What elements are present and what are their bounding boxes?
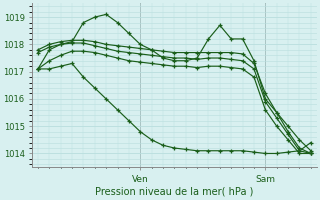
X-axis label: Pression niveau de la mer( hPa ): Pression niveau de la mer( hPa ): [95, 187, 253, 197]
